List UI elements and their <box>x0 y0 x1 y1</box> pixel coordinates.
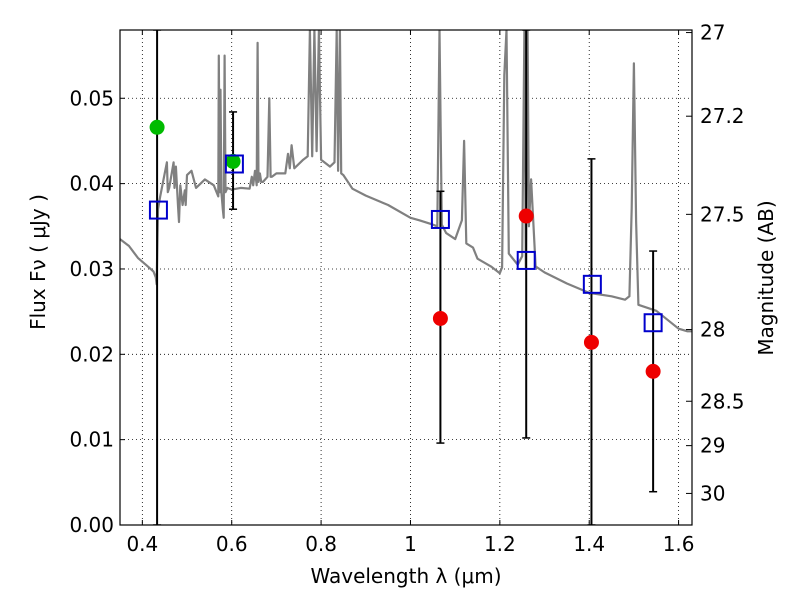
y2-tick-label: 27 <box>700 21 725 45</box>
data-point-red <box>645 363 661 379</box>
data-point-red <box>583 334 599 350</box>
model-flux-square <box>148 200 168 220</box>
y2-axis-title: Magnitude (AB) <box>754 200 778 355</box>
y2-tick-label: 27.5 <box>700 202 745 226</box>
y-tick-label: 0.05 <box>69 86 114 110</box>
y2-axis-ticks: 27 27.2 27.5 28 28.5 29 30 <box>686 21 745 505</box>
x-tick-label: 1.4 <box>573 532 605 556</box>
plot-background <box>120 30 692 525</box>
y-axis-title: Flux Fν ( μJy ) <box>26 194 50 330</box>
model-flux-square <box>643 313 663 333</box>
y2-tick-label: 30 <box>700 481 725 505</box>
y-tick-label: 0.02 <box>69 342 114 366</box>
y-axis-ticks: 0.00 0.01 0.02 0.03 0.04 0.05 <box>69 86 125 537</box>
y-tick-label: 0.04 <box>69 172 114 196</box>
y-tick-label: 0.00 <box>69 513 114 537</box>
model-spectrum-line <box>120 30 692 333</box>
y-tick-label: 0.01 <box>69 428 114 452</box>
model-spectrum-group <box>120 30 692 333</box>
x-tick-label: 0.6 <box>216 532 248 556</box>
plot-frame <box>119 29 693 526</box>
y-tick-label: 0.03 <box>69 257 114 281</box>
x-tick-label: 1 <box>404 532 417 556</box>
x-tick-label: 1.2 <box>484 532 516 556</box>
data-point-red <box>518 208 534 224</box>
x-axis-title: Wavelength λ (μm) <box>310 564 501 588</box>
model-flux-square <box>582 274 602 294</box>
data-point-green <box>225 153 241 169</box>
y2-tick-label: 28 <box>700 318 725 342</box>
model-flux-square <box>516 250 536 270</box>
markers-group <box>148 119 663 379</box>
x-tick-label: 0.4 <box>126 532 158 556</box>
x-tick-label: 0.8 <box>305 532 337 556</box>
data-point-red <box>432 310 448 326</box>
x-tick-label: 1.6 <box>663 532 695 556</box>
y2-tick-label: 28.5 <box>700 389 745 413</box>
x-axis-ticks: 0.4 0.6 0.8 1 1.2 1.4 1.6 <box>126 30 695 556</box>
model-flux-square <box>430 209 450 229</box>
model-flux-square <box>224 154 244 174</box>
y2-tick-label: 27.2 <box>700 104 745 128</box>
y2-tick-label: 29 <box>700 434 725 458</box>
data-point-green <box>149 119 165 135</box>
